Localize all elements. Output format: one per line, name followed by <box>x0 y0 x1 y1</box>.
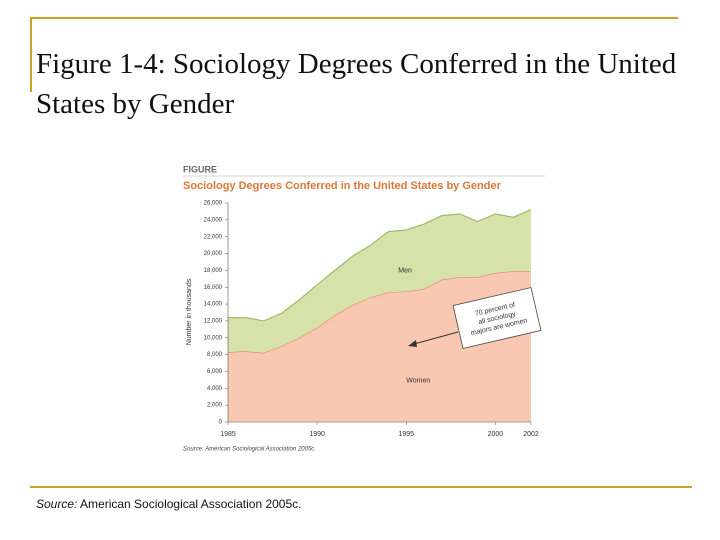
y-tick-label: 8,000 <box>207 352 223 358</box>
area-fill <box>228 209 531 353</box>
annotation-arrow <box>413 331 459 345</box>
y-tick-label: 16,000 <box>204 285 223 291</box>
annotation-box <box>452 287 542 349</box>
y-tick-label: 18,000 <box>204 268 223 274</box>
x-tick-label: 2000 <box>488 431 504 438</box>
y-tick-label: 26,000 <box>204 201 223 207</box>
annotation: 70 percent ofall sociologymajors are wom… <box>452 287 542 349</box>
y-tick-label: 6,000 <box>207 369 223 375</box>
chart-source: Source: American Sociological Associatio… <box>183 447 316 453</box>
source-label: Source: <box>36 497 78 511</box>
y-tick-label: 20,000 <box>204 251 223 257</box>
x-tick-label: 1985 <box>220 431 236 438</box>
y-tick-label: 14,000 <box>204 302 223 308</box>
y-tick-label: 22,000 <box>204 234 223 240</box>
y-tick-label: 0 <box>219 420 223 426</box>
area-edge <box>228 209 532 322</box>
x-tick-label: 1995 <box>398 431 414 438</box>
x-tick-label: 1990 <box>309 431 325 438</box>
chart-title: Sociology Degrees Conferred in the Unite… <box>183 180 502 192</box>
y-tick-label: 10,000 <box>204 335 223 341</box>
x-tick-label: 2002 <box>523 431 539 438</box>
series-label: Men <box>398 268 412 275</box>
y-tick-label: 2,000 <box>207 403 223 409</box>
arrow-head <box>408 340 417 347</box>
slide-title: Figure 1-4: Sociology Degrees Conferred … <box>36 48 677 120</box>
series-label: Women <box>406 378 430 385</box>
y-axis-title: Number in thousands <box>186 278 193 345</box>
figure-label: FIGURE <box>183 164 217 174</box>
y-tick-label: 12,000 <box>204 319 223 325</box>
slide-source: Source: American Sociological Associatio… <box>36 497 302 511</box>
source-text: American Sociological Association 2005c. <box>80 497 302 511</box>
y-tick-label: 4,000 <box>207 386 223 392</box>
y-tick-label: 24,000 <box>204 217 223 223</box>
